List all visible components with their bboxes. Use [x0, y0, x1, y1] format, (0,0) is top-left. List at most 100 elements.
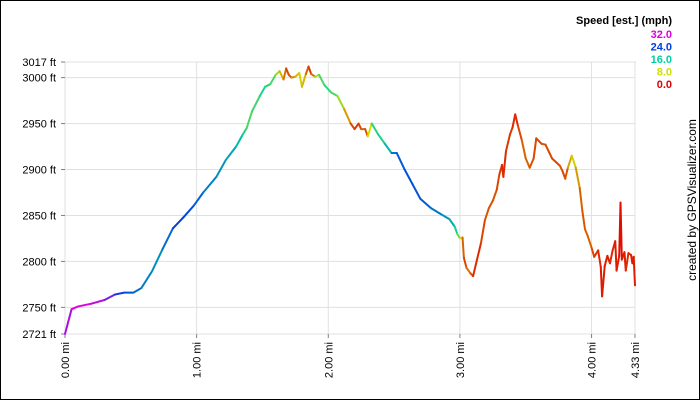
elevation-segment	[502, 150, 507, 178]
elevation-segment	[479, 219, 486, 245]
elevation-segment	[258, 85, 267, 97]
elevation-segment	[548, 151, 554, 160]
elevation-segment	[461, 236, 465, 259]
elevation-segment	[624, 252, 630, 272]
elevation-segment	[250, 95, 261, 113]
grid	[64, 61, 636, 335]
legend-entry: 16.0	[651, 54, 672, 66]
plot-area	[64, 61, 636, 335]
elevation-segment	[516, 124, 523, 142]
legend-entry: 24.0	[651, 42, 672, 54]
elevation-segment	[307, 65, 313, 75]
elevation-segment	[601, 265, 606, 298]
speed-legend: Speed [est.] (mph) 32.024.016.08.00.0	[576, 15, 672, 91]
elevation-segment	[619, 201, 623, 261]
y-tick-label: 3017 ft	[22, 57, 56, 69]
elevation-line	[64, 65, 636, 335]
elevation-segment	[377, 133, 386, 145]
legend-entry: 8.0	[657, 67, 672, 79]
elevation-segment	[161, 227, 174, 251]
elevation-segment	[520, 139, 527, 160]
y-tick-label: 2900 ft	[22, 165, 56, 177]
x-tick-label: 4.00 mi	[587, 342, 599, 378]
elevation-segment	[224, 145, 238, 162]
elevation-segment	[235, 133, 244, 148]
elevation-segment	[453, 225, 459, 235]
x-tick-label: 0.00 mi	[60, 342, 72, 378]
elevation-segment	[558, 164, 564, 173]
elevation-segment	[370, 122, 380, 136]
elevation-segment	[103, 293, 117, 301]
elevation-segment	[495, 173, 501, 191]
elevation-segment	[491, 188, 498, 202]
elevation-segment	[349, 122, 356, 131]
x-axis: 0.00 mi 1.00 mi 2.00 mi 3.00 mi 4.00 mi 4.33 …	[60, 334, 642, 378]
elevation-segment	[215, 159, 227, 178]
y-tick-label: 2750 ft	[22, 302, 56, 314]
elevation-segment	[586, 234, 593, 249]
elevation-segment	[140, 270, 153, 290]
elevation-segment	[329, 91, 339, 97]
elevation-segment	[318, 73, 326, 86]
elevation-segment	[298, 72, 303, 88]
elevation-segment	[366, 122, 373, 138]
elevation-segment	[285, 67, 290, 76]
elevation-segment	[132, 287, 143, 294]
elevation-segment	[448, 218, 456, 228]
elevation-segment	[383, 142, 393, 154]
elevation-segment	[269, 73, 277, 86]
elevation-segment	[514, 113, 519, 127]
elevation-segment	[487, 199, 494, 210]
elevation-segment	[440, 213, 451, 221]
y-axis: 2721 ft 2750 ft 2800 ft 2850 ft 2900 ft 2950 …	[22, 57, 65, 341]
elevation-segment	[476, 242, 482, 261]
elevation-segment	[472, 258, 479, 278]
elevation-segment	[583, 228, 589, 237]
elevation-segment	[483, 207, 490, 222]
elevation-segment	[504, 133, 511, 153]
y-tick-label: 2950 ft	[22, 119, 56, 131]
elevation-segment	[193, 191, 205, 207]
elevation-segment	[300, 72, 307, 88]
x-tick-label: 2.00 mi	[323, 342, 335, 378]
credit-text: created by GPSVisualizer.com	[685, 119, 699, 281]
elevation-segment	[343, 107, 352, 125]
elevation-segment	[182, 204, 196, 219]
elevation-segment	[570, 154, 577, 169]
elevation-segment	[411, 183, 422, 200]
elevation-segment	[597, 249, 602, 268]
elevation-segment	[241, 127, 248, 136]
legend-entry: 0.0	[657, 79, 672, 91]
elevation-segment	[578, 186, 584, 212]
elevation-segment	[544, 143, 551, 154]
elevation-segment	[632, 255, 636, 287]
elevation-segment	[608, 249, 614, 265]
elevation-segment	[566, 154, 573, 169]
elevation-segment	[202, 175, 218, 194]
elevation-segment	[323, 83, 332, 94]
elevation-segment	[150, 248, 164, 273]
elevation-segment	[532, 137, 538, 160]
elevation-segment	[336, 95, 346, 110]
elevation-segment	[615, 254, 621, 272]
elevation-segment	[395, 151, 406, 171]
x-tick-label: 4.33 mi	[630, 342, 642, 378]
elevation-segment	[590, 246, 596, 258]
elevation-segment	[70, 305, 80, 311]
elevation-segment	[508, 126, 514, 136]
legend-entry: 32.0	[651, 29, 672, 41]
elevation-segment	[524, 157, 531, 169]
y-tick-label: 3000 ft	[22, 73, 56, 85]
elevation-segment	[462, 256, 468, 269]
elevation-segment	[574, 166, 581, 189]
legend-title: Speed [est.] (mph)	[576, 15, 672, 27]
elevation-segment	[564, 166, 569, 180]
elevation-segment	[357, 122, 363, 131]
elevation-segment	[245, 110, 253, 130]
y-tick-label: 2850 ft	[22, 210, 56, 222]
y-tick-label: 2721 ft	[22, 329, 56, 341]
elevation-segment	[114, 291, 126, 296]
x-tick-label: 1.00 mi	[192, 342, 204, 378]
elevation-segment	[528, 157, 535, 169]
